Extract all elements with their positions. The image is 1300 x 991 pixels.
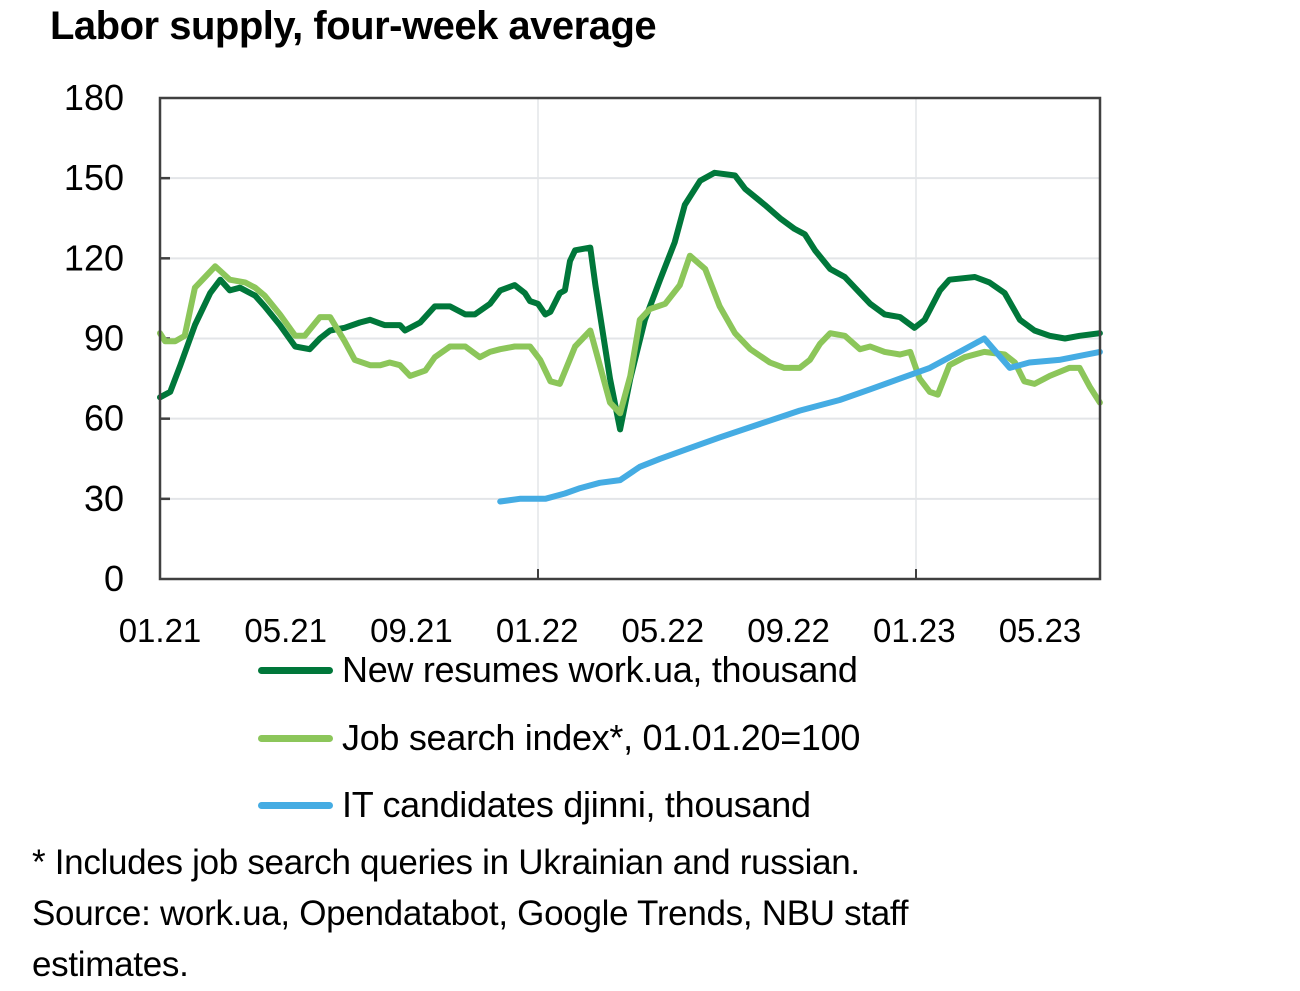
legend-label: IT candidates djinni, thousand [342,784,811,825]
chart-title: Labor supply, four-week average [50,4,657,48]
y-tick-label: 90 [84,318,124,359]
x-tick-label: 09.22 [747,612,830,649]
y-tick-label: 60 [84,398,124,439]
source-note-continued: estimates. [32,945,189,984]
job-search-index-line [157,252,1103,417]
line-chart: 0 30 60 90 120 150 180 01.21 05.21 09.21 01.22 05.… [64,77,1103,649]
legend-label: Job search index*, 01.01.20=100 [342,717,861,758]
plot-frame [158,96,1102,581]
y-axis: 0 30 60 90 120 150 180 [64,77,170,599]
legend-swatch-light-green [258,735,333,742]
y-tick-label: 0 [104,558,124,599]
y-tick-label: 120 [64,237,124,278]
source-note: Source: work.ua, Opendatabot, Google Tre… [32,894,909,933]
x-axis: 01.21 05.21 09.21 01.22 05.22 09.22 01.23 05.23 [119,612,1082,649]
new-resumes-line [157,169,1103,433]
series-lines [157,169,1103,505]
legend-swatch-blue [258,802,333,809]
legend-swatch-dark-green [258,667,333,674]
x-tick-label: 05.21 [244,612,327,649]
footnote: * Includes job search queries in Ukraini… [32,843,860,882]
it-candidates-line [497,335,1103,505]
y-tick-label: 30 [84,478,124,519]
x-tick-label: 05.22 [622,612,705,649]
x-tick-label: 05.23 [999,612,1082,649]
y-tick-label: 150 [64,157,124,198]
x-tick-label: 01.22 [496,612,579,649]
x-tick-label: 09.21 [370,612,453,649]
legend-label: New resumes work.ua, thousand [342,649,858,690]
y-tick-label: 180 [64,77,124,118]
x-tick-label: 01.21 [119,612,202,649]
x-tick-label: 01.23 [873,612,956,649]
